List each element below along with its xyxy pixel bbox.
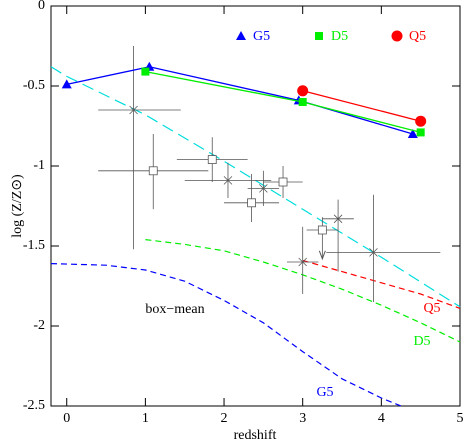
x-tick-label: 5 [457, 411, 464, 426]
annotation: box−mean [145, 302, 204, 317]
plot-frame [50, 5, 461, 407]
circle-marker [415, 115, 427, 127]
y-tick-label: -1 [33, 158, 45, 173]
square-marker [278, 177, 288, 187]
series-line [145, 70, 421, 134]
y-axis-label: log (Z/Z⊙) [10, 174, 25, 238]
square-marker [148, 166, 158, 176]
curve-label: G5 [316, 385, 333, 400]
cross-marker [369, 248, 378, 257]
cross-marker [259, 184, 268, 193]
x-tick-label: 0 [63, 411, 70, 426]
legend-label: Q5 [409, 29, 426, 44]
y-tick-label: -1.5 [23, 238, 45, 253]
cross-marker [298, 257, 307, 267]
curve-label: Q5 [423, 301, 440, 316]
square-marker [207, 155, 217, 165]
circle-marker [297, 85, 309, 97]
square-marker [298, 98, 307, 106]
square-marker [416, 128, 425, 137]
x-tick-label: 1 [142, 411, 149, 426]
triangle-marker [61, 79, 72, 89]
x-tick-label: 2 [221, 411, 228, 426]
upper-limit-arrow [318, 250, 326, 261]
model-curve [50, 263, 402, 407]
x-axis-label: redshift [234, 428, 277, 443]
legend-marker [391, 30, 403, 42]
x-tick-label: 3 [299, 411, 306, 426]
model-curve [50, 66, 461, 308]
y-tick-label: -2.5 [23, 398, 45, 413]
square-marker [247, 198, 256, 208]
y-tick-label: -0.5 [23, 78, 45, 93]
legend-label: G5 [253, 29, 270, 44]
square-marker [317, 225, 327, 235]
curve-label: D5 [413, 334, 430, 349]
x-tick-label: 4 [378, 411, 385, 426]
legend-label: D5 [331, 29, 348, 44]
y-tick-label: -2 [33, 318, 45, 333]
cross-marker [333, 214, 343, 224]
cross-marker [223, 176, 233, 185]
y-tick-label: 0 [38, 0, 45, 13]
legend-marker [315, 32, 323, 40]
triangle-marker [407, 129, 418, 138]
cross-marker [129, 105, 138, 115]
model-curve [302, 259, 461, 309]
legend-marker [236, 31, 246, 40]
series-line [302, 90, 421, 122]
square-marker [141, 67, 150, 76]
series-line [66, 66, 413, 135]
